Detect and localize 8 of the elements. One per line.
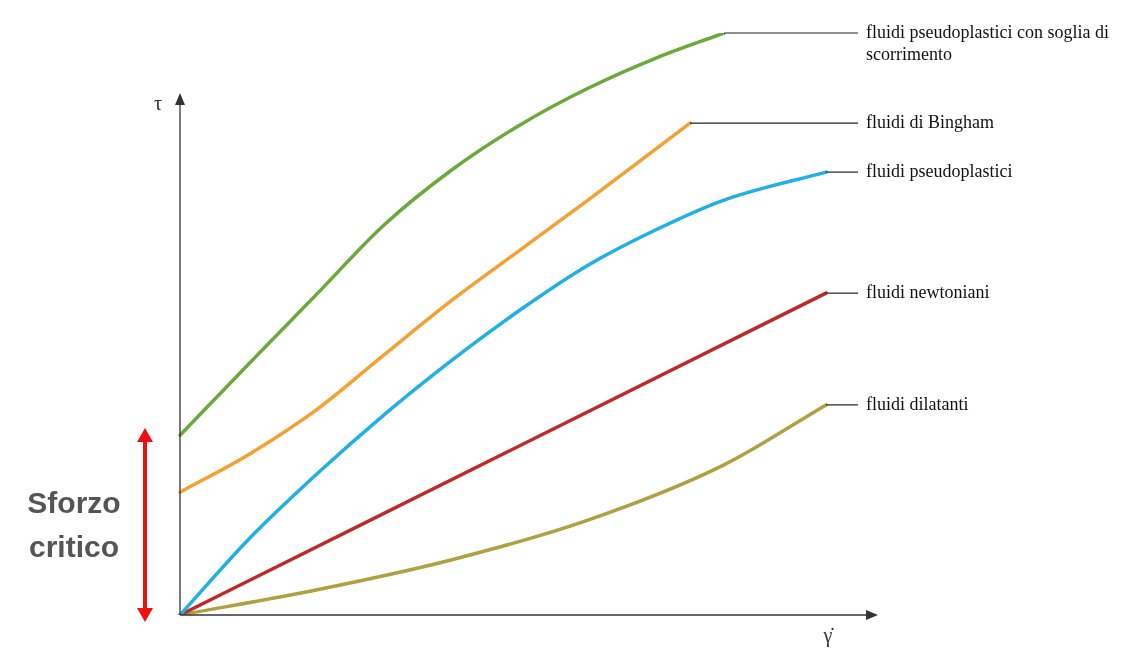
x-axis-title: γ̇ <box>822 624 835 648</box>
text: fluidi di Bingham <box>866 111 994 132</box>
text: Sforzo critico <box>27 486 121 564</box>
y-axis-title: τ <box>153 92 163 115</box>
text: fluidi pseudoplastici con soglia di scorrimento <box>866 21 1109 64</box>
text: fluidi pseudoplastici <box>866 160 1013 181</box>
text: fluidi newtoniani <box>866 281 990 302</box>
text: fluidi dilatanti <box>866 393 969 414</box>
